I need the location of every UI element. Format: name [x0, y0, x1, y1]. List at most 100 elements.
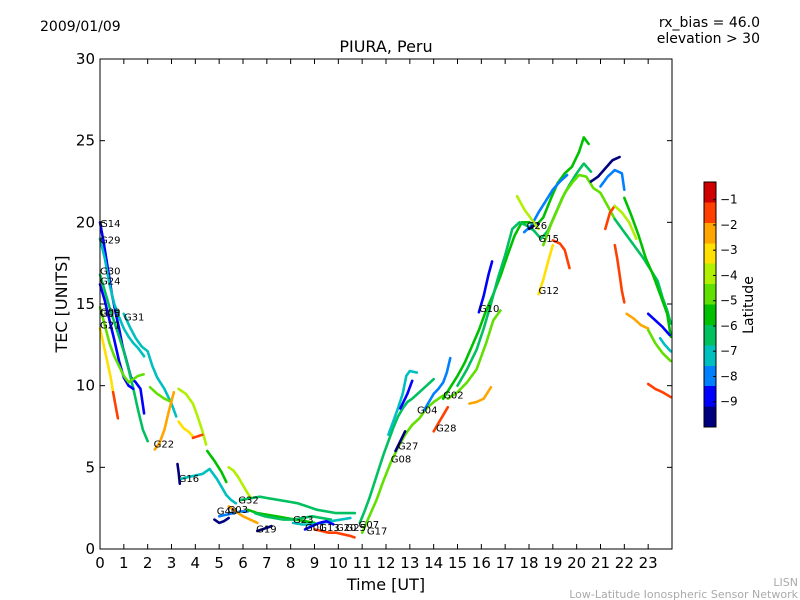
tec-series-52 [625, 312, 650, 330]
tec-series-4 [98, 306, 146, 384]
tec-series-8 [148, 386, 173, 404]
tec-series-41 [515, 194, 540, 231]
colorbar [703, 181, 717, 428]
x-tick-label-18: 18 [519, 554, 538, 572]
tec-series-38 [477, 260, 494, 314]
tec-series-47 [604, 204, 617, 231]
satellite-label-g27: G27 [398, 441, 418, 452]
tec-series-44 [542, 173, 617, 247]
x-tick-label-13: 13 [400, 554, 419, 572]
tec-series-42 [537, 243, 555, 296]
tec-series-19 [227, 505, 259, 525]
tec-series-33 [432, 405, 450, 433]
data-layer [98, 136, 673, 539]
satellite-label-g23: G23 [293, 515, 313, 526]
satellite-label-g31: G31 [124, 312, 144, 323]
tec-series-7 [122, 312, 178, 418]
tec-series-17 [217, 510, 250, 518]
y-tick-label-10: 10 [76, 377, 95, 395]
x-tick-label-19: 19 [543, 554, 562, 572]
x-tick-label-3: 3 [167, 554, 177, 572]
tec-series-15 [206, 449, 228, 484]
colorbar-tick-label: −2 [720, 218, 738, 232]
tec-series-46 [599, 168, 626, 191]
x-tick-label-11: 11 [353, 554, 372, 572]
tec-series-43 [551, 239, 571, 270]
satellite-label-g01: G01 [305, 523, 325, 534]
y-tick-label-5: 5 [85, 458, 95, 476]
satellite-label-g12: G12 [539, 286, 559, 297]
chart-title: PIURA, Peru [339, 37, 432, 56]
satellite-label-g20: G20 [336, 523, 356, 534]
tec-series-2 [98, 273, 149, 443]
tec-series-55 [658, 337, 673, 353]
x-tick-label-20: 20 [567, 554, 586, 572]
satellite-label-g08: G08 [391, 454, 411, 465]
x-tick-label-9: 9 [310, 554, 320, 572]
x-tick-label-22: 22 [615, 554, 634, 572]
colorbar-tick-label: −9 [720, 395, 738, 409]
satellite-label-g30: G30 [100, 267, 120, 278]
satellite-label-g32: G32 [238, 495, 258, 506]
tec-series-3 [98, 283, 135, 391]
satellite-label-g15: G15 [539, 234, 559, 245]
x-tick-label-5: 5 [214, 554, 224, 572]
tec-series-26 [303, 519, 335, 531]
plot-area [100, 59, 672, 549]
y-axis-label: TEC [UNITS] [52, 256, 71, 354]
tec-series-23 [256, 524, 273, 533]
x-axis-label: Time [UT] [346, 575, 425, 594]
bias-label: rx_bias = 46.0 [659, 15, 760, 31]
tec-series-51 [613, 243, 626, 304]
colorbar-tick-label: −5 [720, 294, 738, 308]
tec-series-34 [441, 136, 590, 400]
x-tick-label-23: 23 [639, 554, 658, 572]
x-tick-label-2: 2 [143, 554, 153, 572]
satellite-label-g22: G22 [154, 440, 174, 451]
tec-series-32 [394, 430, 407, 453]
tec-series-45 [589, 155, 621, 183]
satellite-label-g13: G13 [319, 523, 339, 534]
x-tick-label-15: 15 [448, 554, 467, 572]
tec-series-30 [399, 379, 414, 410]
x-axis-ticks: 0 1 2 3 4 5 6 7 8 9 10 11 12 13 14 15 16 17 18 19 20 21 22 23 [95, 59, 658, 572]
y-tick-label-20: 20 [76, 213, 95, 231]
satellite-label-g05: G05 [100, 309, 120, 320]
footer-network: Low-Latitude Ionospheric Sensor Network [569, 588, 798, 600]
tec-series-25 [313, 528, 357, 539]
satellite-label-g25: G25 [345, 523, 365, 534]
satellite-label-g29: G29 [100, 236, 120, 247]
y-axis-ticks: 0 5 10 15 20 25 30 [76, 50, 672, 558]
tec-series-39 [522, 173, 569, 234]
x-tick-label-0: 0 [95, 554, 105, 572]
satellite-label-g16: G16 [179, 474, 199, 485]
tec-series-18 [213, 516, 230, 525]
elevation-label: elevation > 30 [657, 31, 760, 47]
colorbar-label: Latitude [741, 276, 757, 334]
x-tick-label-10: 10 [329, 554, 348, 572]
tec-series-16 [227, 466, 253, 500]
colorbar-tick-label: −1 [720, 193, 738, 207]
date-label: 2009/01/09 [40, 19, 121, 35]
tec-series-53 [646, 328, 673, 363]
satellite-label-g26: G26 [527, 221, 547, 232]
x-tick-label-1: 1 [119, 554, 129, 572]
satellite-label-g10: G10 [479, 304, 499, 315]
tec-series-54 [646, 312, 671, 337]
tec-series-48 [613, 204, 638, 240]
satellite-label-g14: G14 [100, 219, 120, 230]
tec-series-50 [623, 196, 673, 338]
tec-series-22 [253, 511, 333, 521]
satellite-label-g21: G21 [100, 321, 120, 332]
satellite-label-g07: G07 [359, 520, 379, 531]
tec-series-14 [179, 467, 238, 505]
tec-series-1 [98, 237, 146, 358]
tec-series-13 [176, 462, 182, 485]
y-tick-label-25: 25 [76, 132, 95, 150]
satellite-label-g28: G28 [436, 423, 456, 434]
x-tick-label-12: 12 [376, 554, 395, 572]
tec-series-11 [177, 420, 195, 438]
x-tick-label-4: 4 [191, 554, 201, 572]
x-tick-label-7: 7 [262, 554, 272, 572]
